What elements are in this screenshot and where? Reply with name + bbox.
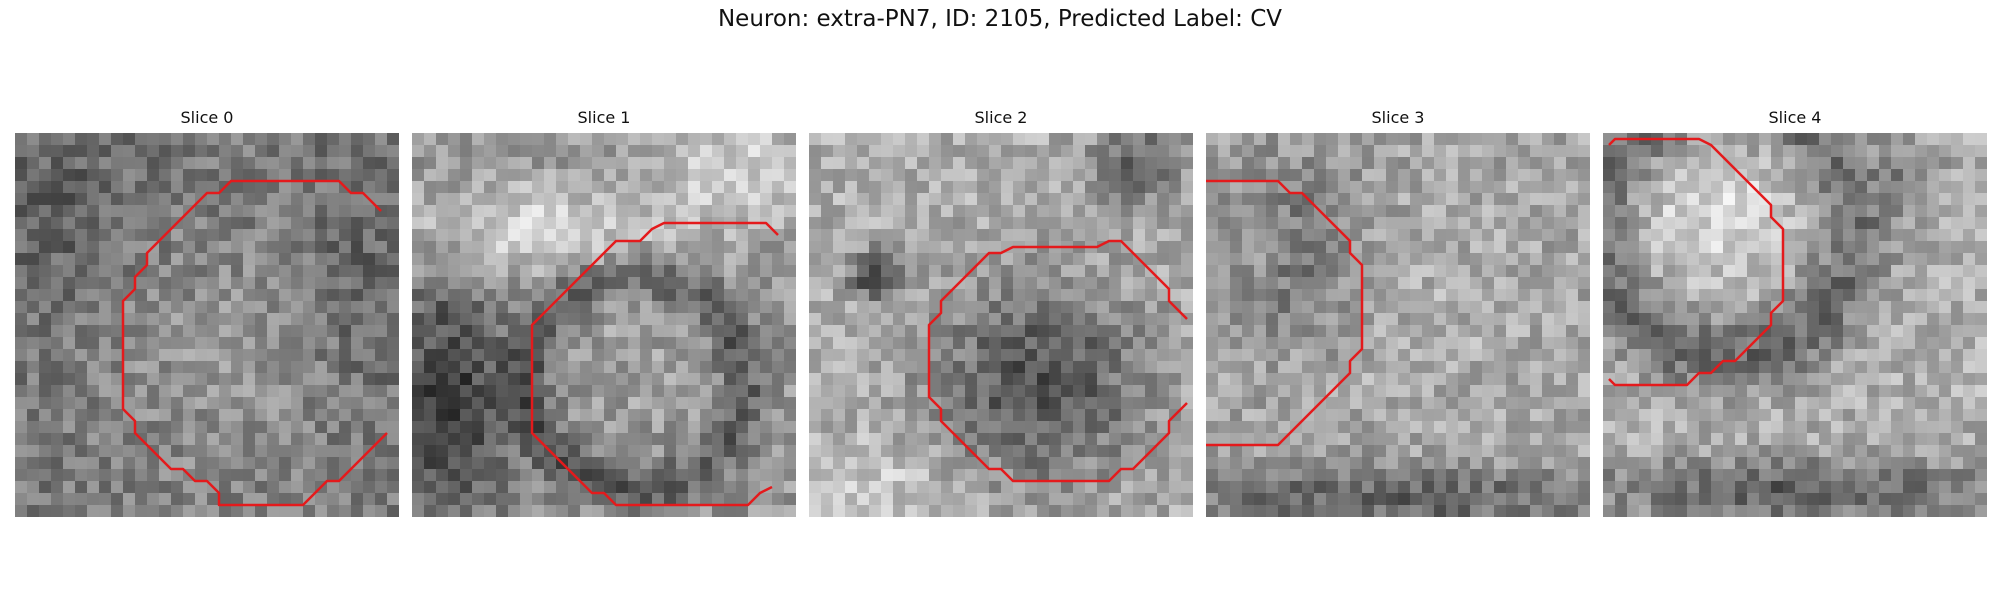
contour-line	[1206, 179, 1364, 447]
slice-title: Slice 3	[1371, 108, 1425, 127]
slice-panel-0: Slice 0	[15, 107, 399, 517]
slice-title: Slice 2	[974, 108, 1028, 127]
contour-line	[121, 179, 388, 507]
slice-title: Slice 1	[577, 108, 631, 127]
slice-image	[15, 133, 399, 517]
slice-image	[1603, 133, 1987, 517]
slice-image	[1206, 133, 1590, 517]
slice-image	[412, 133, 796, 517]
slice-title: Slice 0	[180, 108, 234, 127]
slice-panel-1: Slice 1	[412, 107, 796, 517]
slice-image	[809, 133, 1193, 517]
contour-line	[1608, 137, 1785, 387]
contour-line	[927, 239, 1188, 483]
slice-title: Slice 4	[1768, 108, 1822, 127]
contour-line	[530, 221, 779, 507]
slice-panel-4: Slice 4	[1603, 107, 1987, 517]
slice-panel-3: Slice 3	[1206, 107, 1590, 517]
slice-panel-2: Slice 2	[809, 107, 1193, 517]
figure-title: Neuron: extra-PN7, ID: 2105, Predicted L…	[717, 6, 1283, 32]
